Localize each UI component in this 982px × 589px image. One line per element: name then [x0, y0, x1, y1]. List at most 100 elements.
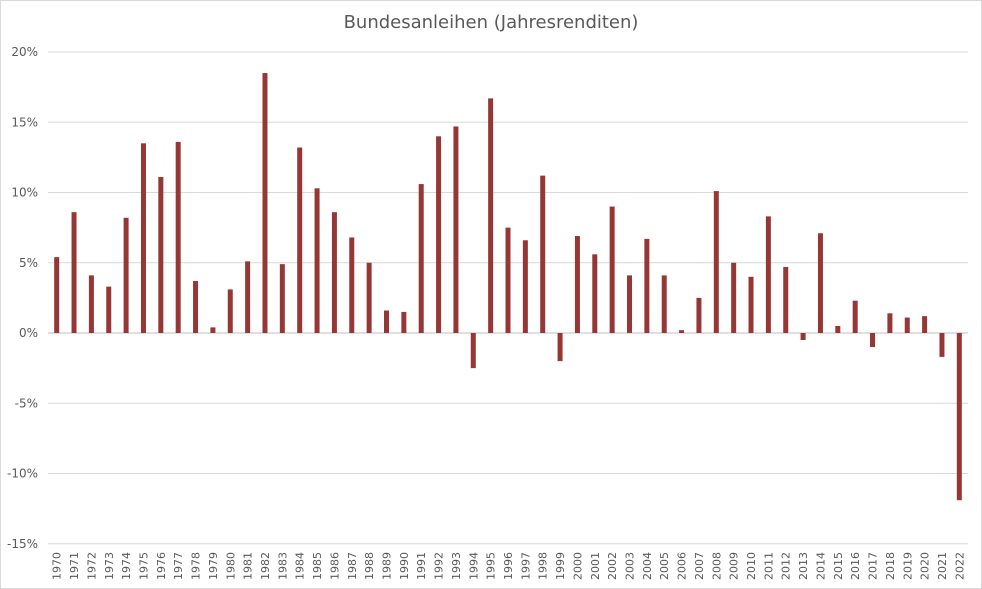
bar-2011	[765, 216, 771, 333]
bar-2000	[574, 236, 580, 333]
bar-2012	[783, 266, 789, 333]
x-tick-label: 2016	[849, 552, 862, 580]
bar-1988	[366, 262, 372, 333]
x-tick-label: 2006	[676, 552, 689, 580]
y-tick-label: 10%	[11, 186, 38, 200]
bar-2003	[627, 275, 633, 333]
x-tick-label: 2009	[728, 552, 741, 580]
bar-2007	[696, 297, 702, 334]
bar-2014	[817, 233, 823, 333]
x-tick-label: 1986	[328, 552, 341, 580]
x-tick-label: 2003	[624, 552, 637, 580]
bar-1970	[54, 257, 60, 333]
x-tick-label: 2015	[832, 552, 845, 580]
x-tick-label: 1970	[51, 552, 64, 580]
bar-1998	[540, 175, 546, 333]
x-tick-label: 1978	[190, 552, 203, 580]
y-tick-label: 0%	[19, 326, 38, 340]
bar-1987	[349, 237, 355, 333]
x-tick-label: 2012	[780, 552, 793, 580]
bar-2022	[956, 333, 962, 501]
x-tick-label: 1985	[311, 552, 324, 580]
bar-2020	[922, 316, 928, 333]
y-tick-label: -15%	[7, 537, 38, 551]
x-tick-label: 1987	[346, 552, 359, 580]
x-tick-label: 2008	[710, 552, 723, 580]
x-tick-label: 2014	[814, 552, 827, 580]
gridlines	[48, 51, 968, 545]
x-tick-label: 1975	[137, 552, 150, 580]
x-tick-label: 1983	[276, 552, 289, 580]
bar-1990	[401, 311, 407, 333]
bar-1977	[175, 141, 181, 333]
x-tick-label: 2004	[641, 552, 654, 580]
bar-1983	[279, 264, 285, 333]
x-tick-label: 1999	[554, 552, 567, 580]
x-tick-label: 1989	[380, 552, 393, 580]
y-tick-label: -5%	[15, 396, 38, 410]
bar-1973	[106, 286, 112, 333]
x-tick-label: 1998	[537, 552, 550, 580]
x-tick-label: 1973	[103, 552, 116, 580]
y-tick-label: -10%	[7, 467, 38, 481]
bar-1993	[453, 126, 459, 333]
bar-2018	[887, 313, 893, 333]
x-tick-label: 2017	[867, 552, 880, 580]
bar-1989	[383, 310, 389, 333]
x-tick-label: 1976	[155, 552, 168, 580]
x-tick-label: 1996	[502, 552, 515, 580]
bar-2009	[731, 262, 737, 333]
bar-1999	[557, 333, 563, 362]
x-tick-label: 1994	[467, 552, 480, 580]
x-tick-label: 2010	[745, 552, 758, 580]
bar-2002	[609, 206, 615, 333]
x-tick-label: 2007	[693, 552, 706, 580]
bar-1980	[227, 289, 233, 333]
bar-2016	[852, 300, 858, 333]
x-tick-label: 1974	[120, 552, 133, 580]
bar-2019	[904, 317, 910, 333]
x-tick-label: 1981	[242, 552, 255, 580]
bar-1981	[245, 261, 251, 333]
x-tick-label: 1990	[398, 552, 411, 580]
x-tick-label: 2002	[606, 552, 619, 580]
bar-1985	[314, 188, 320, 333]
x-tick-label: 1977	[172, 552, 185, 580]
bar-1979	[210, 327, 216, 333]
bar-1978	[193, 281, 199, 333]
x-tick-label: 2000	[571, 552, 584, 580]
x-tick-label: 2019	[901, 552, 914, 580]
x-tick-label: 1971	[68, 552, 81, 580]
x-tick-label: 2001	[589, 552, 602, 580]
bar-1974	[123, 217, 129, 333]
bars	[54, 73, 962, 501]
bar-1976	[158, 177, 164, 333]
x-tick-label: 1993	[450, 552, 463, 580]
x-tick-label: 2021	[936, 552, 949, 580]
bar-2021	[939, 333, 945, 357]
x-tick-label: 1988	[363, 552, 376, 580]
x-tick-label: 1980	[224, 552, 237, 580]
y-axis: 20% 15% 10% 5% 0% -5% -10% -15%	[7, 45, 38, 551]
bar-2008	[713, 191, 719, 333]
bar-2004	[644, 238, 650, 333]
x-tick-label: 2020	[919, 552, 932, 580]
x-tick-label: 2011	[762, 552, 775, 580]
x-tick-label: 1995	[485, 552, 498, 580]
x-tick-label: 2022	[953, 552, 966, 580]
bar-1992	[436, 136, 442, 333]
bar-1997	[522, 240, 528, 333]
bar-1996	[505, 227, 511, 334]
x-tick-label: 1972	[85, 552, 98, 580]
x-tick-label: 1992	[433, 552, 446, 580]
bar-2010	[748, 276, 754, 333]
bar-1971	[71, 212, 77, 333]
bar-2005	[661, 275, 667, 333]
y-tick-label: 5%	[19, 256, 38, 270]
bar-1991	[418, 184, 424, 333]
y-tick-label: 20%	[11, 45, 38, 59]
x-tick-label: 2013	[797, 552, 810, 580]
bar-2015	[835, 325, 841, 333]
bar-1984	[297, 147, 303, 333]
